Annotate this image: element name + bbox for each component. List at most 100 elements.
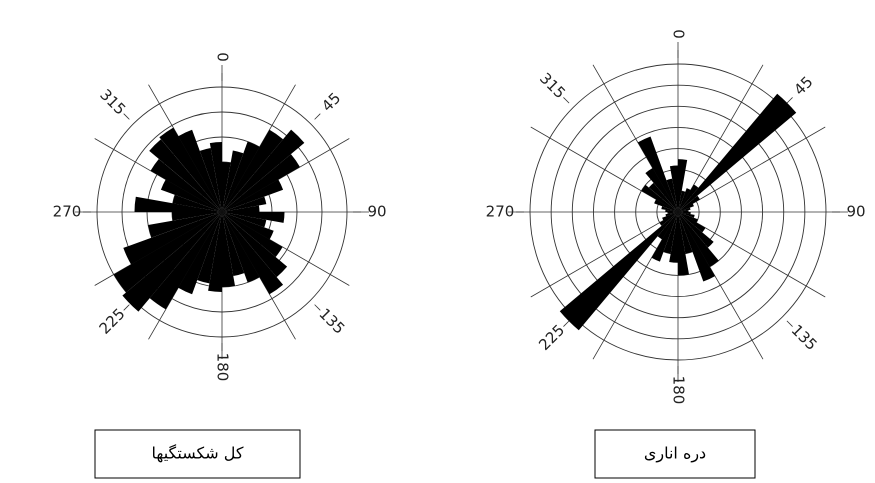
angle-label: 270	[53, 203, 82, 221]
caption: دره اناری	[644, 444, 706, 464]
petal	[134, 196, 222, 212]
ring	[96, 86, 348, 338]
ring	[529, 63, 827, 361]
angle-label: 315	[96, 86, 129, 119]
petal	[172, 194, 222, 212]
angle-tick	[314, 304, 321, 311]
angle-tick	[563, 320, 570, 327]
petal	[665, 209, 678, 212]
petal	[665, 212, 678, 217]
petal	[667, 212, 678, 214]
petal	[666, 178, 678, 212]
petal	[222, 212, 274, 240]
petal	[669, 165, 678, 212]
ring	[592, 126, 764, 298]
petal	[222, 129, 305, 212]
petal	[678, 212, 715, 282]
petal	[222, 212, 284, 295]
petal	[159, 127, 222, 212]
angle-label: 45	[318, 89, 344, 115]
petal	[113, 212, 222, 293]
petal	[678, 212, 690, 276]
petal	[208, 212, 222, 292]
petal	[678, 195, 700, 212]
petal	[678, 184, 699, 212]
petal	[222, 212, 283, 257]
petal	[678, 93, 797, 212]
petal	[222, 129, 284, 212]
angle-label: 0	[670, 29, 688, 39]
petal	[222, 141, 260, 212]
angle-label: 135	[788, 321, 821, 354]
angle-label: 225	[535, 321, 568, 354]
petal	[659, 212, 678, 226]
petal	[678, 203, 694, 212]
caption: کل شکستگیها	[151, 444, 243, 464]
petal	[678, 212, 695, 218]
petal	[172, 212, 222, 221]
petal	[122, 212, 222, 312]
petal	[678, 188, 691, 212]
petal	[654, 199, 678, 212]
petal	[222, 196, 267, 212]
petal	[209, 142, 222, 212]
petal	[222, 162, 231, 212]
ring	[550, 84, 806, 340]
petal	[222, 212, 285, 223]
petal	[149, 212, 222, 310]
petal	[641, 184, 678, 212]
caption-box	[594, 429, 756, 479]
angle-label: 270	[486, 203, 515, 221]
angle-tick	[786, 97, 793, 104]
petal	[669, 212, 678, 263]
petal	[197, 212, 222, 284]
petal	[678, 191, 686, 212]
petal	[678, 210, 689, 212]
petal	[678, 159, 688, 212]
petal	[222, 205, 260, 212]
petal	[222, 154, 300, 212]
petal	[222, 150, 244, 212]
petal	[199, 147, 222, 212]
petal	[559, 212, 678, 331]
angle-label: 0	[214, 52, 232, 62]
petal	[645, 168, 678, 212]
petal	[222, 212, 260, 283]
angle-label: 90	[367, 203, 386, 221]
ring	[571, 105, 785, 319]
petal	[222, 179, 284, 212]
petal	[178, 212, 222, 295]
petal	[651, 212, 678, 262]
petal	[648, 182, 678, 212]
petal	[678, 207, 691, 212]
petal	[150, 158, 222, 212]
petal	[637, 136, 678, 212]
petal	[149, 139, 222, 212]
petal	[662, 212, 678, 221]
angle-tick	[123, 113, 130, 120]
petal	[663, 212, 678, 254]
caption-box	[94, 429, 301, 479]
angle-tick	[314, 113, 321, 120]
petal	[222, 212, 288, 278]
petal	[678, 212, 698, 223]
petal	[661, 206, 678, 212]
petal	[222, 212, 245, 277]
petal	[678, 212, 693, 254]
angle-label: 225	[96, 305, 129, 338]
petal	[123, 212, 222, 265]
angle-label: 90	[846, 203, 865, 221]
petal	[657, 212, 678, 240]
petal	[678, 212, 719, 267]
angle-label: 45	[790, 73, 816, 99]
spoke	[221, 211, 350, 286]
angle-label: 180	[670, 376, 688, 405]
petal	[222, 212, 236, 287]
angle-label: 180	[214, 353, 232, 382]
angle-tick	[563, 97, 570, 104]
petal	[148, 212, 222, 238]
petal	[160, 179, 222, 212]
petal	[678, 212, 691, 215]
ring	[121, 111, 323, 313]
